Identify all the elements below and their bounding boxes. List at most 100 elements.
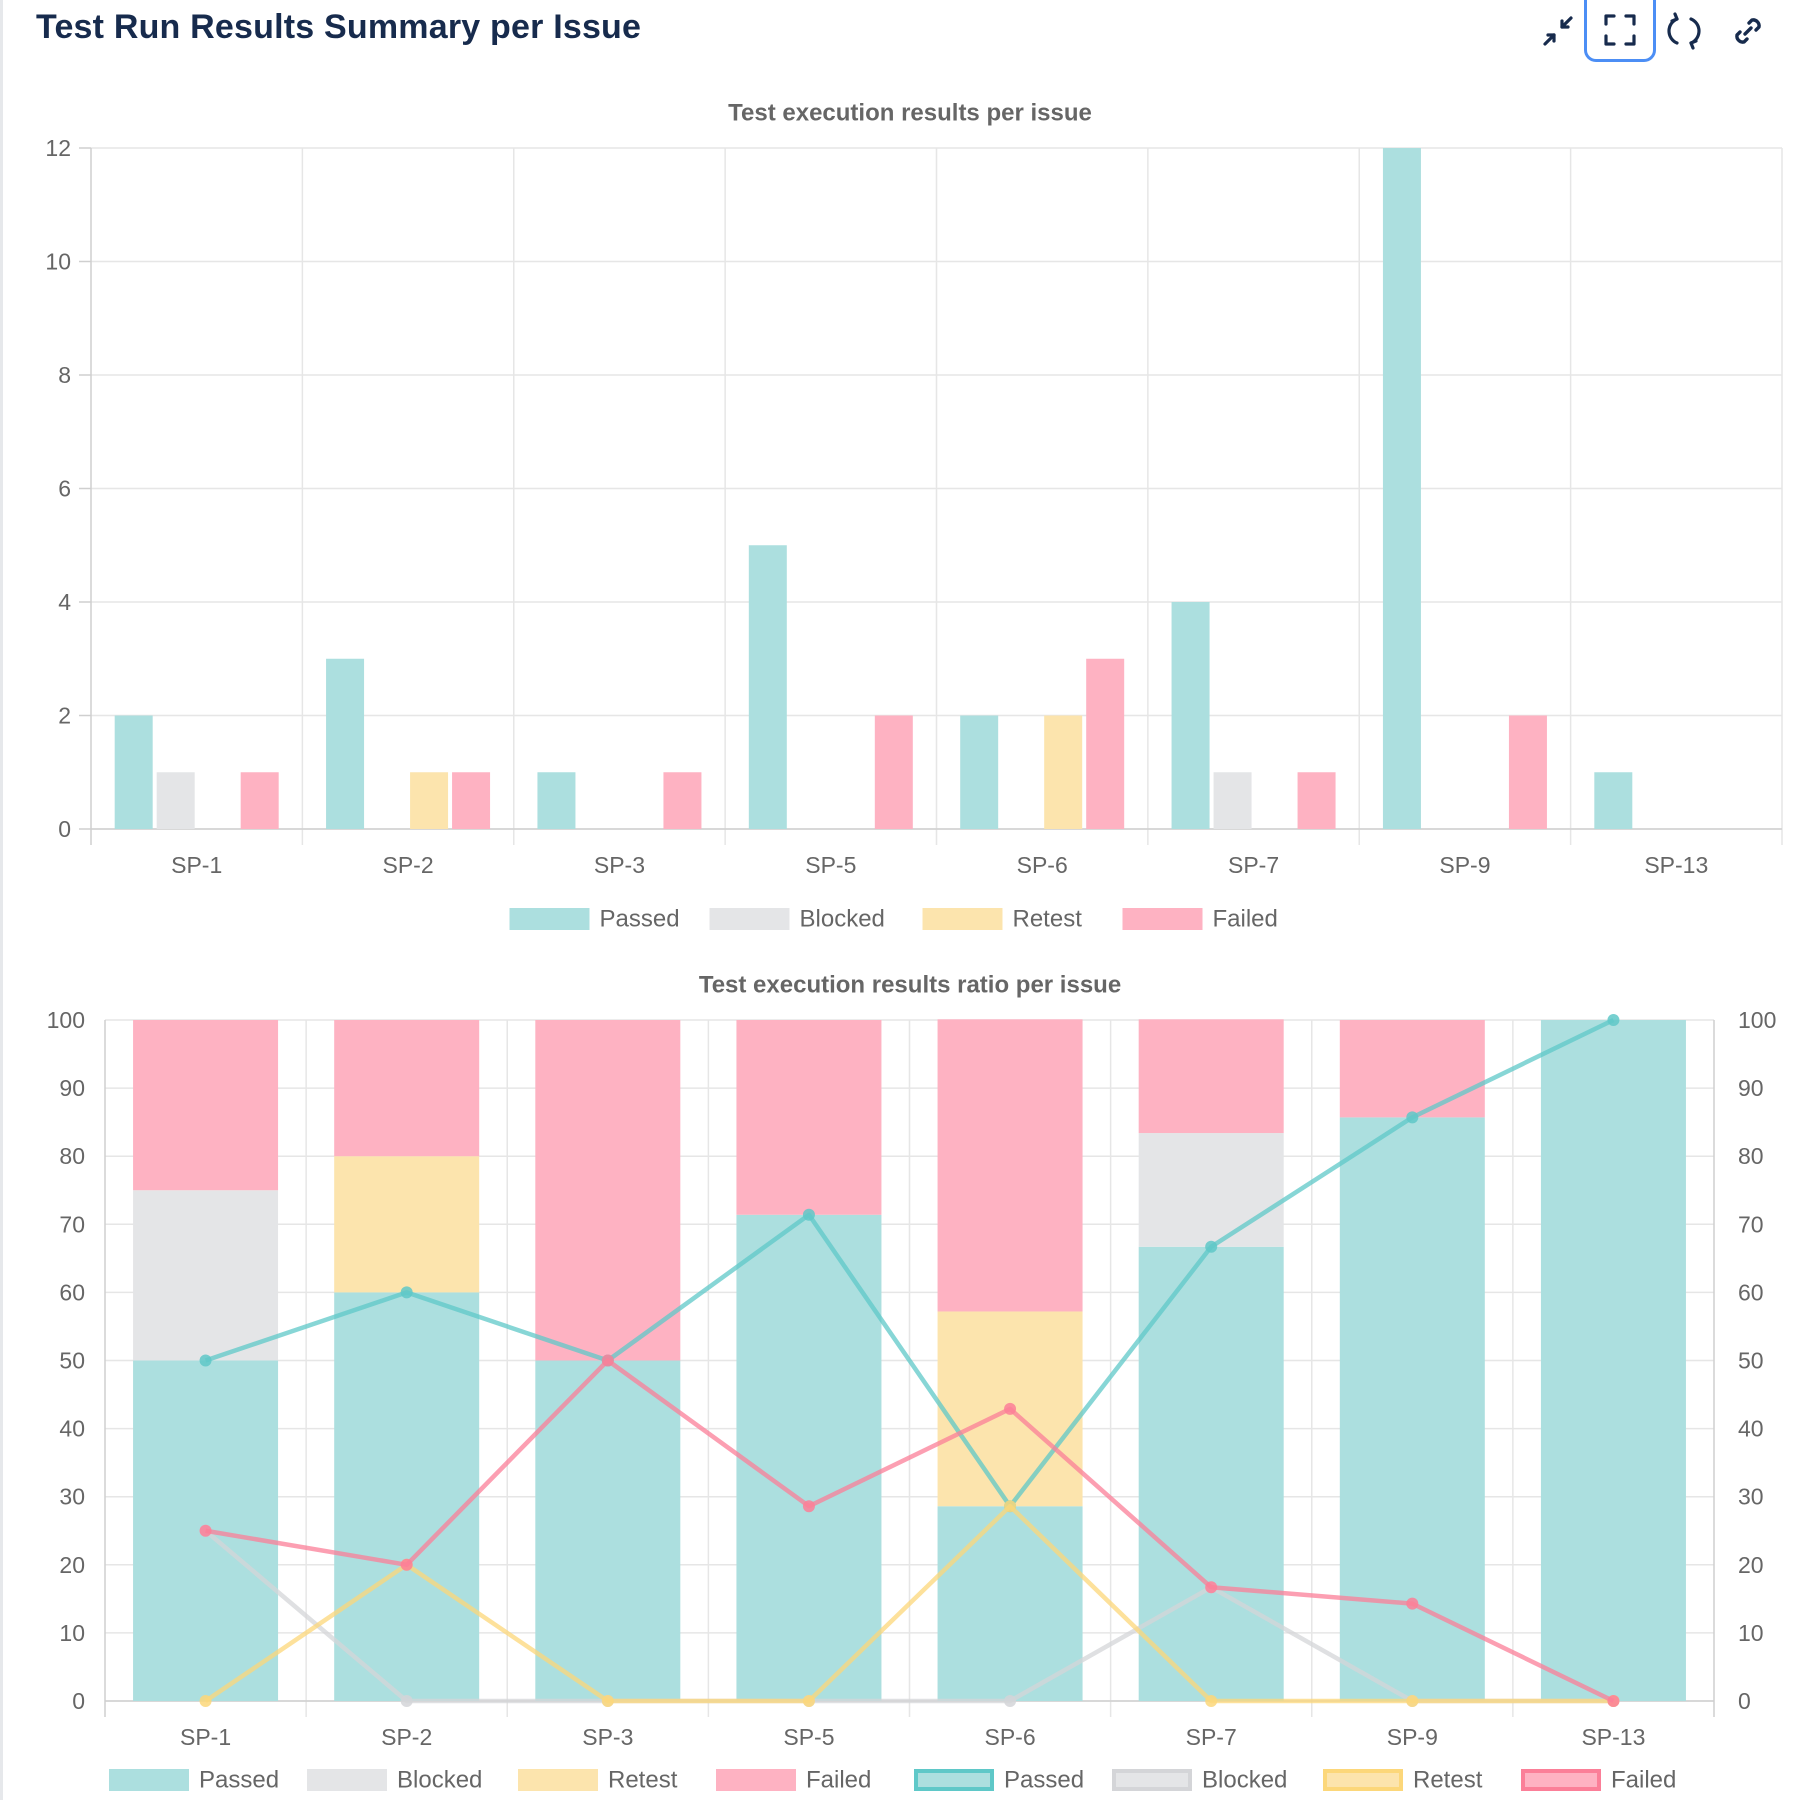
legend-label-blocked: Blocked: [397, 1767, 482, 1794]
fullscreen-button[interactable]: [1584, 0, 1656, 62]
x-tick-label: SP-2: [382, 852, 433, 878]
line-point-retest-sp-9: [1406, 1695, 1419, 1707]
y-tick-label: 4: [58, 589, 71, 615]
series-line-retest: [204, 1503, 1614, 1704]
y-tick-label: 20: [59, 1552, 85, 1578]
stacked-bar-passed-sp-7: [1138, 1246, 1284, 1701]
stacked-bar-passed-sp-6: [937, 1506, 1083, 1701]
legend-swatch-bar-blocked: [307, 1769, 387, 1791]
collapse-button[interactable]: [1522, 0, 1594, 62]
stacked-bar-failed-sp-6: [937, 1019, 1083, 1312]
bar-passed-sp-1: [114, 715, 153, 829]
chart-title: Test execution results per issue: [728, 100, 1092, 127]
legend-swatch-bar-retest: [518, 1769, 598, 1791]
x-tick-label: SP-3: [582, 1724, 633, 1750]
line-point-passed-sp-9: [1406, 1111, 1419, 1124]
line-point-retest-sp-3: [601, 1695, 614, 1707]
legend-label-retest: Retest: [1413, 1767, 1483, 1794]
bar-failed-sp-1: [240, 772, 279, 829]
legend-label-retest: Retest: [1013, 906, 1083, 933]
page-title: Test Run Results Summary per Issue: [36, 8, 642, 46]
line-point-retest-sp-7: [1205, 1695, 1218, 1707]
y2-tick-label: 70: [1738, 1211, 1764, 1237]
x-tick-label: SP-5: [805, 852, 856, 878]
y-tick-label: 10: [45, 249, 71, 275]
bar-blocked-sp-1: [156, 772, 195, 829]
stacked-bar-passed-sp-13: [1540, 1020, 1686, 1701]
y-tick-label: 10: [59, 1620, 85, 1646]
legend-swatch-bar-passed: [109, 1769, 189, 1791]
stacked-bar-passed-sp-5: [736, 1214, 882, 1701]
x-tick-label: SP-1: [180, 1724, 231, 1750]
y2-tick-label: 30: [1738, 1484, 1764, 1510]
x-tick-label: SP-6: [984, 1724, 1035, 1750]
stacked-bar-retest-sp-2: [334, 1156, 480, 1293]
y-tick-label: 0: [72, 1688, 85, 1714]
y-tick-label: 2: [58, 703, 71, 729]
bar-retest-sp-2: [410, 772, 449, 829]
bar-passed-sp-9: [1382, 148, 1421, 829]
y-tick-label: 80: [59, 1143, 85, 1169]
bar-failed-sp-3: [663, 772, 702, 829]
x-tick-label: SP-5: [783, 1724, 834, 1750]
legend-swatch-blocked: [709, 908, 790, 930]
y-tick-label: 90: [59, 1075, 85, 1101]
collapse-icon: [1543, 16, 1573, 46]
stacked-bar-blocked-sp-1: [133, 1190, 279, 1361]
legend-swatch-line-retest: [1323, 1769, 1403, 1791]
bar-failed-sp-5: [874, 715, 913, 829]
bar-failed-sp-2: [452, 772, 491, 829]
x-tick-label: SP-7: [1186, 1724, 1237, 1750]
y2-tick-label: 100: [1738, 1007, 1776, 1033]
bar-failed-sp-6: [1086, 658, 1125, 829]
line-point-blocked-sp-6: [1004, 1695, 1017, 1707]
chart-results-per-issue: Test execution results per issue 0 2 4 6 8 10 1…: [45, 100, 1783, 933]
line-point-failed-sp-6: [1004, 1402, 1017, 1415]
y-tick-label: 60: [59, 1279, 85, 1305]
line-point-failed-sp-2: [400, 1558, 413, 1571]
line-point-passed-sp-2: [400, 1286, 413, 1299]
y2-tick-label: 90: [1738, 1075, 1764, 1101]
refresh-button[interactable]: [1648, 0, 1720, 62]
line-point-passed-sp-13: [1607, 1014, 1620, 1026]
refresh-icon: [1667, 12, 1701, 50]
line-point-blocked-sp-2: [400, 1695, 413, 1707]
line-point-failed-sp-9: [1406, 1597, 1419, 1610]
y2-tick-label: 60: [1738, 1279, 1764, 1305]
y2-tick-label: 0: [1738, 1688, 1751, 1714]
x-tick-label: SP-3: [594, 852, 645, 878]
legend-swatch-passed: [509, 908, 590, 930]
bar-failed-sp-7: [1297, 772, 1336, 829]
fullscreen-icon: [1604, 13, 1636, 46]
line-point-passed-sp-7: [1205, 1240, 1218, 1253]
bar-passed-sp-7: [1171, 602, 1210, 829]
bar-failed-sp-9: [1508, 715, 1547, 829]
line-point-failed-sp-13: [1607, 1695, 1620, 1707]
legend-label-passed: Passed: [1004, 1767, 1084, 1794]
legend-swatch-line-failed: [1521, 1769, 1601, 1791]
line-point-retest-sp-6: [1004, 1500, 1017, 1513]
y2-tick-label: 50: [1738, 1348, 1764, 1374]
bar-passed-sp-5: [748, 545, 787, 829]
legend-label-passed: Passed: [199, 1767, 279, 1794]
bar-retest-sp-6: [1044, 715, 1083, 829]
x-tick-label: SP-2: [381, 1724, 432, 1750]
y-tick-label: 6: [58, 476, 71, 502]
bar-passed-sp-6: [960, 715, 999, 829]
stacked-bar-passed-sp-9: [1339, 1117, 1485, 1701]
legend-label-blocked: Blocked: [1202, 1767, 1287, 1794]
legend-label-blocked: Blocked: [800, 906, 885, 933]
link-button[interactable]: [1712, 0, 1784, 62]
line-point-retest-sp-5: [802, 1695, 815, 1707]
y-tick-label: 30: [59, 1484, 85, 1510]
bar-passed-sp-2: [326, 658, 365, 829]
x-tick-label: SP-6: [1017, 852, 1068, 878]
y-tick-label: 100: [47, 1007, 85, 1033]
y-tick-label: 12: [45, 135, 71, 161]
legend-label-failed: Failed: [806, 1767, 871, 1794]
stacked-bar-failed-sp-3: [535, 1020, 681, 1361]
legend-label-failed: Failed: [1611, 1767, 1676, 1794]
legend-swatch-failed: [1122, 908, 1203, 930]
y2-tick-label: 20: [1738, 1552, 1764, 1578]
